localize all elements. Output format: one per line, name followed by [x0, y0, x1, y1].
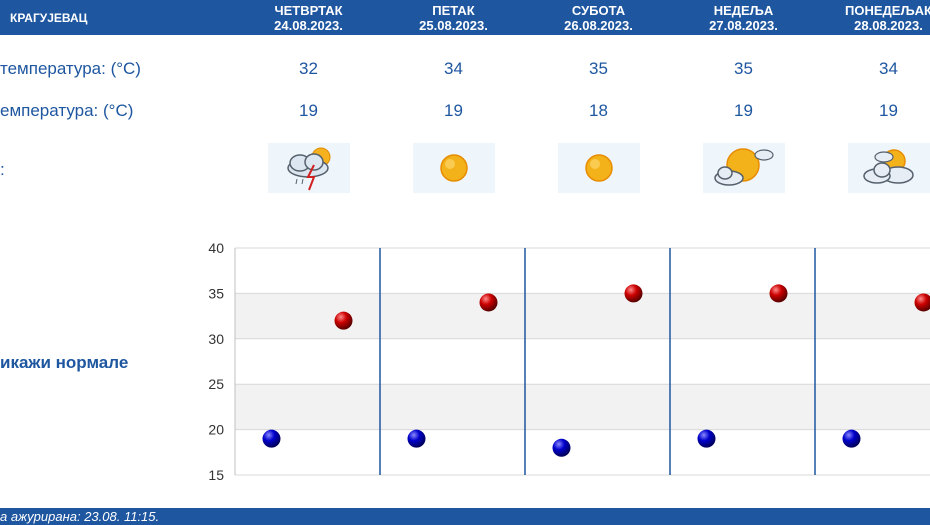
min-temp-value: 19 [299, 101, 318, 120]
min-temp-value: 19 [734, 101, 753, 120]
footer-bar: а ажурирана: 23.08. 11:15. [0, 508, 930, 525]
min-temp-point [552, 438, 571, 457]
y-tick-label: 35 [208, 285, 224, 301]
day-date: 26.08.2023. [564, 18, 633, 33]
max-temp-value: 34 [444, 59, 463, 78]
y-tick-label: 15 [208, 467, 224, 483]
y-tick-label: 30 [208, 331, 224, 347]
day-header-3: СУБОТА 26.08.2023. [526, 3, 671, 33]
mostly-cloudy-icon [848, 143, 930, 193]
max-temp-value: 32 [299, 59, 318, 78]
min-temp-point [697, 429, 716, 448]
chart-band [235, 384, 930, 430]
day-name: НЕДЕЉА [713, 3, 774, 18]
sun-icon [413, 143, 495, 193]
day-date: 28.08.2023. [854, 18, 923, 33]
day-header-5: ПОНЕДЕЉАК 28.08.2023. [816, 3, 930, 33]
y-tick-label: 40 [208, 240, 224, 256]
max-temp-value: 35 [734, 59, 753, 78]
last-updated-text: а ажурирана: 23.08. 11:15. [0, 509, 160, 524]
min-temp-point [407, 429, 426, 448]
day-header-2: ПЕТАК 25.08.2023. [381, 3, 526, 33]
day-name: ПЕТАК [432, 3, 475, 18]
max-temp-point [334, 311, 353, 330]
max-temp-point [914, 293, 930, 312]
max-temp-point [479, 293, 498, 312]
day-date: 25.08.2023. [419, 18, 488, 33]
min-temp-value: 19 [444, 101, 463, 120]
y-tick-label: 20 [208, 422, 224, 438]
y-tick-label: 25 [208, 376, 224, 392]
show-normals-toggle[interactable]: икажи нормале [0, 353, 129, 372]
min-temp-point [262, 429, 281, 448]
weather-label: : [0, 160, 5, 179]
day-name: ПОНЕДЕЉАК [845, 3, 930, 18]
day-date: 27.08.2023. [709, 18, 778, 33]
day-header-4: НЕДЕЉА 27.08.2023. [671, 3, 816, 33]
day-header-1: ЧЕТВРТАК 24.08.2023. [236, 3, 381, 33]
temperature-chart: 40 35 30 25 20 15 [208, 240, 930, 483]
day-name: ЧЕТВРТАК [274, 3, 343, 18]
max-temp-point [624, 284, 643, 303]
max-temp-value: 35 [589, 59, 608, 78]
day-name: СУБОТА [571, 3, 626, 18]
day-date: 24.08.2023. [274, 18, 343, 33]
min-temp-label: емпература: (°C) [0, 101, 134, 120]
storm-sun-icon [268, 143, 350, 193]
sun-icon [558, 143, 640, 193]
min-temp-value: 18 [589, 101, 608, 120]
min-temp-value: 19 [879, 101, 898, 120]
forecast-header: КРАГУЈЕВАЦ ЧЕТВРТАК 24.08.2023. ПЕТАК 25… [0, 0, 930, 35]
city-name: КРАГУЈЕВАЦ [10, 11, 88, 25]
max-temp-point [769, 284, 788, 303]
max-temp-value: 34 [879, 59, 898, 78]
min-temp-point [842, 429, 861, 448]
max-temp-label: температура: (°C) [0, 59, 141, 78]
partly-cloudy-icon [703, 143, 785, 193]
